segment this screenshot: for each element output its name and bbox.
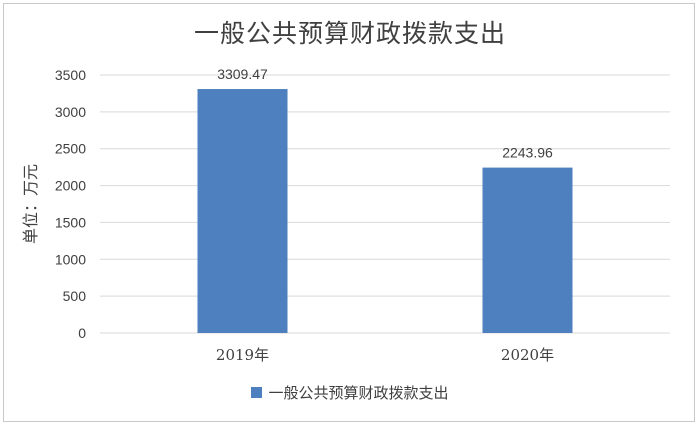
y-tick-label: 1000 [55, 251, 86, 267]
bar [482, 167, 573, 333]
bar [197, 89, 288, 333]
y-tick-label: 3500 [55, 67, 86, 83]
chart-title: 一般公共预算财政拨款支出 [193, 19, 506, 48]
y-tick-label: 2000 [55, 178, 86, 194]
data-label: 3309.47 [217, 66, 268, 82]
y-tick-label: 0 [78, 325, 86, 341]
y-tick-labels: 0 500 1000 1500 2000 2500 3000 3500 [55, 67, 86, 341]
x-tick-label: 2020年 [501, 346, 554, 364]
y-axis-label: 单位：万元 [21, 164, 40, 244]
y-tick-label: 500 [63, 288, 87, 304]
legend-swatch [251, 387, 263, 398]
x-tick-labels: 2019年 2020年 [216, 346, 554, 364]
y-tick-label: 1500 [55, 214, 86, 230]
y-tick-label: 2500 [55, 141, 86, 157]
data-label: 2243.96 [502, 145, 553, 161]
gridlines [100, 74, 670, 334]
y-tick-label: 3000 [55, 104, 86, 120]
legend-label: 一般公共预算财政拨款支出 [268, 384, 449, 402]
legend: 一般公共预算财政拨款支出 [0, 382, 700, 403]
data-labels: 3309.47 2243.96 [217, 66, 553, 161]
x-tick-label: 2019年 [216, 346, 269, 364]
bars [197, 89, 573, 333]
chart-frame [3, 3, 695, 422]
